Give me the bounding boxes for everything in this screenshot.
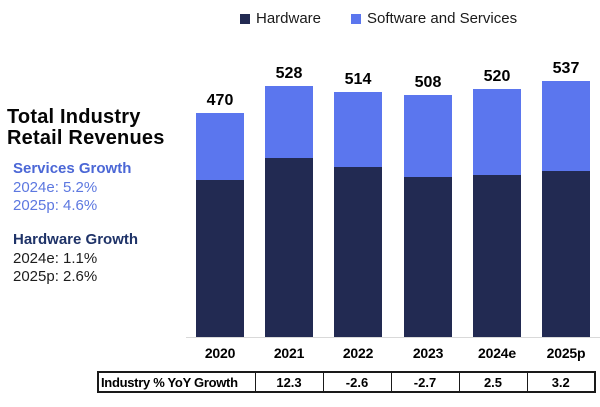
x-axis-label-2020: 2020 xyxy=(204,345,236,361)
bar-segment-software-2023 xyxy=(404,95,452,177)
bar-total-label-2025p: 537 xyxy=(552,60,580,77)
x-axis-label-2025p: 2025p xyxy=(546,345,586,361)
bar-total-label-2021: 528 xyxy=(275,65,303,82)
bar-segment-hardware-2024e xyxy=(473,175,521,337)
growth-value-2023: -2.7 xyxy=(390,371,460,393)
title-line-1: Total Industry xyxy=(7,106,141,128)
bar-total-label-2024e: 520 xyxy=(483,68,511,85)
bar-segment-hardware-2025p xyxy=(542,171,590,337)
x-axis-label-2023: 2023 xyxy=(412,345,444,361)
x-axis-line xyxy=(186,337,600,338)
hardware-growth-block: Hardware Growth 2024e: 1.1% 2025p: 2.6% xyxy=(13,231,138,287)
x-axis-label-2021: 2021 xyxy=(273,345,305,361)
bar-segment-hardware-2020 xyxy=(196,180,244,337)
services-growth-2025p: 2025p: 4.6% xyxy=(13,197,98,214)
hardware-growth-heading: Hardware Growth xyxy=(13,231,139,248)
legend: Hardware Software and Services xyxy=(240,10,517,27)
growth-value-2022: -2.6 xyxy=(322,371,392,393)
bar-chart-plot: 470 528 514 508 520 537 xyxy=(186,55,600,338)
bar-segment-hardware-2022 xyxy=(334,167,382,337)
bar-total-label-2020: 470 xyxy=(206,92,234,109)
legend-item-software: Software and Services xyxy=(351,10,517,27)
bar-segment-software-2022 xyxy=(334,92,382,167)
software-swatch-icon xyxy=(351,13,362,24)
bar-segment-software-2025p xyxy=(542,81,590,171)
bar-segment-hardware-2021 xyxy=(265,158,313,337)
growth-value-2021: 12.3 xyxy=(254,371,324,393)
legend-label-hardware: Hardware xyxy=(256,10,322,27)
yoy-growth-table: Industry % YoY Growth 12.3 -2.6 -2.7 2.5… xyxy=(97,371,596,393)
hardware-swatch-icon xyxy=(240,13,250,24)
page-title: Total Industry Retail Revenues xyxy=(7,107,165,149)
x-axis-label-2022: 2022 xyxy=(342,345,374,361)
bar-total-label-2023: 508 xyxy=(414,74,442,91)
yoy-growth-row: Industry % YoY Growth 12.3 -2.6 -2.7 2.5… xyxy=(97,371,596,393)
bar-segment-software-2021 xyxy=(265,86,313,158)
title-line-2: Retail Revenues xyxy=(7,127,165,149)
bar-segment-software-2024e xyxy=(473,89,521,175)
x-axis-labels: 2020 2021 2022 2023 2024e 2025p xyxy=(190,345,596,363)
bar-total-label-2022: 514 xyxy=(344,71,372,88)
services-growth-2024e: 2024e: 5.2% xyxy=(13,178,98,196)
hardware-growth-2025p: 2025p: 2.6% xyxy=(13,268,98,285)
growth-value-2025p: 3.2 xyxy=(526,371,596,393)
bar-segment-software-2020 xyxy=(196,113,244,180)
growth-value-2024e: 2.5 xyxy=(458,371,528,393)
hardware-growth-2024e: 2024e: 1.1% xyxy=(13,249,98,267)
bar-segment-hardware-2023 xyxy=(404,177,452,337)
services-growth-heading: Services Growth xyxy=(13,160,132,177)
legend-item-hardware: Hardware xyxy=(240,10,321,27)
x-axis-label-2024e: 2024e xyxy=(478,345,516,361)
legend-label-software: Software and Services xyxy=(367,10,518,27)
growth-row-label: Industry % YoY Growth xyxy=(97,371,256,393)
services-growth-block: Services Growth 2024e: 5.2% 2025p: 4.6% xyxy=(13,160,131,216)
